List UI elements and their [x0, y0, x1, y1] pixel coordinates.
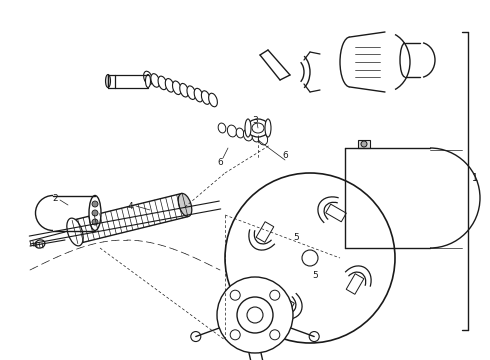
Circle shape [230, 290, 240, 300]
Ellipse shape [247, 119, 269, 137]
Ellipse shape [218, 123, 226, 133]
Polygon shape [358, 140, 370, 148]
Ellipse shape [144, 71, 152, 85]
Text: 6: 6 [217, 158, 223, 166]
Ellipse shape [265, 119, 271, 137]
Polygon shape [346, 274, 364, 294]
Polygon shape [326, 204, 346, 222]
Ellipse shape [180, 84, 189, 97]
Ellipse shape [178, 193, 192, 217]
Ellipse shape [252, 132, 260, 142]
Ellipse shape [236, 128, 244, 138]
Circle shape [191, 332, 201, 342]
Circle shape [92, 210, 98, 216]
Circle shape [92, 201, 98, 207]
Ellipse shape [227, 125, 237, 137]
Polygon shape [72, 193, 188, 244]
Circle shape [309, 332, 319, 342]
Ellipse shape [146, 75, 150, 87]
Ellipse shape [187, 86, 196, 99]
Ellipse shape [252, 123, 264, 133]
Polygon shape [274, 294, 294, 312]
Ellipse shape [244, 129, 253, 141]
Circle shape [270, 330, 280, 340]
Circle shape [237, 297, 273, 333]
Text: 2: 2 [52, 194, 58, 202]
Text: 4: 4 [127, 202, 133, 211]
Ellipse shape [89, 195, 101, 230]
Text: 5: 5 [312, 270, 318, 279]
Ellipse shape [165, 78, 174, 92]
Text: 5: 5 [293, 233, 299, 242]
Circle shape [247, 307, 263, 323]
Ellipse shape [172, 81, 181, 95]
Ellipse shape [105, 75, 111, 87]
Circle shape [361, 141, 367, 147]
Polygon shape [256, 222, 274, 242]
Ellipse shape [194, 88, 203, 102]
Circle shape [230, 330, 240, 340]
Ellipse shape [158, 76, 167, 90]
Text: 3: 3 [252, 116, 258, 125]
Circle shape [92, 219, 98, 225]
Text: 6: 6 [282, 150, 288, 159]
Circle shape [217, 277, 293, 353]
Circle shape [225, 173, 395, 343]
Text: 1: 1 [472, 173, 478, 183]
Ellipse shape [151, 74, 160, 87]
Ellipse shape [209, 93, 218, 107]
Circle shape [302, 250, 318, 266]
Ellipse shape [258, 133, 268, 145]
Ellipse shape [245, 119, 251, 137]
Ellipse shape [35, 240, 45, 248]
Ellipse shape [67, 218, 83, 246]
Ellipse shape [201, 91, 210, 104]
Circle shape [270, 290, 280, 300]
